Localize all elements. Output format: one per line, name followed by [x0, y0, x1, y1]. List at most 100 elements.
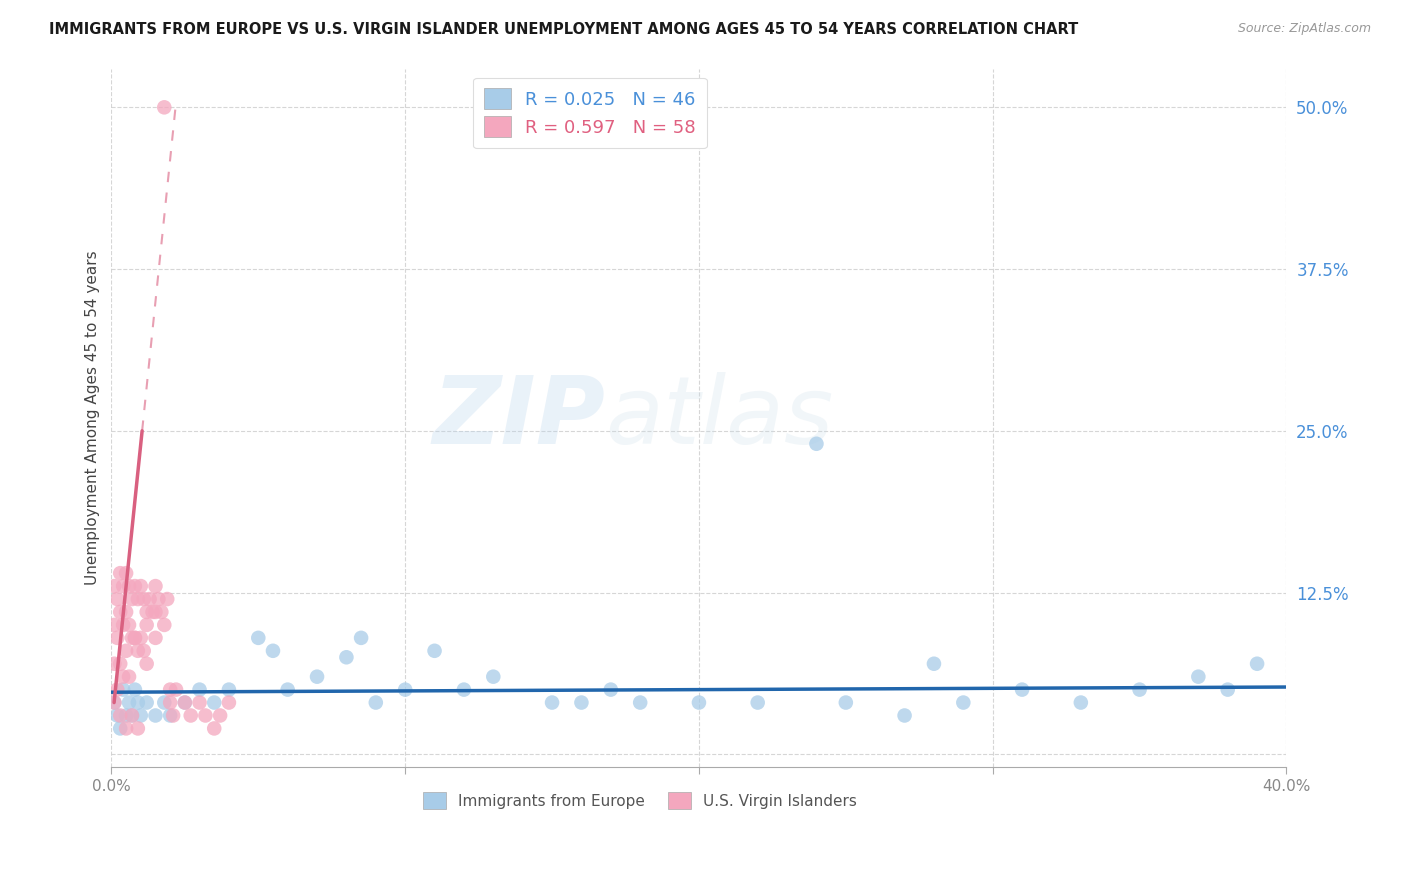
Point	[118, 618, 141, 632]
Point	[1011, 682, 1033, 697]
Point	[165, 682, 187, 697]
Point	[103, 696, 125, 710]
Point	[103, 579, 125, 593]
Point	[599, 682, 621, 697]
Point	[835, 696, 858, 710]
Point	[105, 682, 128, 697]
Point	[145, 708, 167, 723]
Point	[135, 618, 157, 632]
Point	[218, 682, 240, 697]
Point	[105, 708, 128, 723]
Point	[162, 708, 184, 723]
Point	[103, 618, 125, 632]
Point	[145, 605, 167, 619]
Point	[127, 696, 149, 710]
Point	[156, 592, 179, 607]
Point	[132, 592, 155, 607]
Point	[335, 650, 357, 665]
Point	[118, 670, 141, 684]
Point	[124, 682, 146, 697]
Point	[159, 682, 181, 697]
Point	[952, 696, 974, 710]
Point	[110, 708, 132, 723]
Point	[145, 631, 167, 645]
Point	[188, 696, 211, 710]
Point	[115, 722, 138, 736]
Point	[153, 618, 176, 632]
Point	[129, 631, 152, 645]
Text: atlas: atlas	[605, 372, 834, 463]
Point	[922, 657, 945, 671]
Point	[202, 696, 225, 710]
Point	[129, 579, 152, 593]
Point	[110, 722, 132, 736]
Point	[115, 605, 138, 619]
Point	[138, 592, 160, 607]
Point	[145, 579, 167, 593]
Point	[262, 644, 284, 658]
Point	[124, 631, 146, 645]
Point	[688, 696, 710, 710]
Point	[394, 682, 416, 697]
Text: Source: ZipAtlas.com: Source: ZipAtlas.com	[1237, 22, 1371, 36]
Point	[135, 696, 157, 710]
Point	[135, 605, 157, 619]
Point	[121, 592, 143, 607]
Point	[453, 682, 475, 697]
Point	[159, 696, 181, 710]
Point	[103, 696, 125, 710]
Point	[218, 696, 240, 710]
Point	[364, 696, 387, 710]
Point	[1129, 682, 1152, 697]
Point	[112, 618, 135, 632]
Point	[806, 436, 828, 450]
Point	[110, 566, 132, 581]
Point	[105, 631, 128, 645]
Point	[135, 657, 157, 671]
Legend: Immigrants from Europe, U.S. Virgin Islanders: Immigrants from Europe, U.S. Virgin Isla…	[418, 786, 863, 815]
Point	[103, 657, 125, 671]
Point	[110, 657, 132, 671]
Point	[247, 631, 270, 645]
Point	[305, 670, 328, 684]
Point	[541, 696, 564, 710]
Point	[118, 696, 141, 710]
Point	[150, 605, 173, 619]
Point	[112, 579, 135, 593]
Point	[173, 696, 195, 710]
Point	[209, 708, 232, 723]
Point	[118, 579, 141, 593]
Point	[132, 644, 155, 658]
Point	[121, 708, 143, 723]
Point	[202, 722, 225, 736]
Point	[423, 644, 446, 658]
Point	[350, 631, 373, 645]
Point	[141, 605, 163, 619]
Point	[1070, 696, 1092, 710]
Point	[110, 605, 132, 619]
Point	[124, 579, 146, 593]
Point	[1187, 670, 1209, 684]
Text: IMMIGRANTS FROM EUROPE VS U.S. VIRGIN ISLANDER UNEMPLOYMENT AMONG AGES 45 TO 54 : IMMIGRANTS FROM EUROPE VS U.S. VIRGIN IS…	[49, 22, 1078, 37]
Point	[121, 708, 143, 723]
Y-axis label: Unemployment Among Ages 45 to 54 years: Unemployment Among Ages 45 to 54 years	[86, 251, 100, 585]
Point	[188, 682, 211, 697]
Point	[124, 631, 146, 645]
Point	[127, 722, 149, 736]
Point	[277, 682, 299, 697]
Point	[159, 708, 181, 723]
Point	[148, 592, 170, 607]
Point	[571, 696, 593, 710]
Point	[112, 670, 135, 684]
Point	[194, 708, 217, 723]
Point	[115, 566, 138, 581]
Point	[628, 696, 651, 710]
Point	[173, 696, 195, 710]
Point	[112, 682, 135, 697]
Point	[127, 644, 149, 658]
Point	[121, 631, 143, 645]
Point	[129, 708, 152, 723]
Point	[180, 708, 202, 723]
Point	[105, 592, 128, 607]
Point	[153, 696, 176, 710]
